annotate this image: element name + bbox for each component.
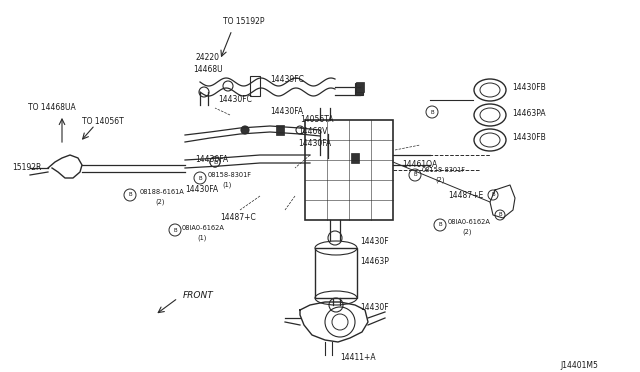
Text: B: B: [413, 173, 417, 177]
Text: 08158-8301F: 08158-8301F: [208, 172, 252, 178]
Text: (2): (2): [155, 199, 164, 205]
Text: 14430F: 14430F: [360, 304, 388, 312]
Circle shape: [124, 189, 136, 201]
Text: (1): (1): [197, 235, 206, 241]
Text: 14430FB: 14430FB: [512, 134, 546, 142]
Text: B: B: [213, 160, 217, 164]
Text: TO 14468UA: TO 14468UA: [28, 103, 76, 112]
Text: 14430FA: 14430FA: [185, 186, 218, 195]
Text: 14430FC: 14430FC: [218, 96, 252, 105]
Circle shape: [434, 219, 446, 231]
Circle shape: [194, 172, 206, 184]
Text: 14439FC: 14439FC: [270, 76, 304, 84]
Bar: [276, 125, 284, 135]
Circle shape: [241, 126, 249, 134]
Text: 14056TA: 14056TA: [300, 115, 333, 125]
Text: B: B: [173, 228, 177, 232]
Text: B: B: [491, 192, 495, 198]
Text: FRONT: FRONT: [183, 292, 214, 301]
Text: 14463PA: 14463PA: [512, 109, 546, 118]
Text: 14487+E: 14487+E: [448, 190, 483, 199]
Text: 14487+C: 14487+C: [220, 214, 256, 222]
Bar: [250, 76, 260, 96]
Text: 14468V: 14468V: [298, 128, 328, 137]
Text: (1): (1): [222, 182, 232, 188]
Text: 14463P: 14463P: [360, 257, 389, 266]
Text: B: B: [438, 222, 442, 228]
Circle shape: [409, 169, 421, 181]
Text: 14430FB: 14430FB: [512, 83, 546, 93]
Text: B: B: [198, 176, 202, 180]
Circle shape: [488, 190, 498, 200]
Text: B: B: [430, 109, 434, 115]
Text: 14430F: 14430F: [360, 237, 388, 247]
Text: (2): (2): [462, 229, 472, 235]
Text: 14430FA: 14430FA: [195, 155, 228, 164]
Text: 08IA0-6162A: 08IA0-6162A: [182, 225, 225, 231]
Text: (2): (2): [435, 177, 445, 183]
Bar: [315, 248, 357, 298]
Text: TO 14056T: TO 14056T: [82, 118, 124, 126]
Bar: [351, 153, 359, 163]
Circle shape: [210, 157, 220, 167]
Text: J14401M5: J14401M5: [560, 360, 598, 369]
Bar: [355, 83, 363, 95]
Bar: [356, 82, 364, 92]
Text: 15192R: 15192R: [12, 164, 42, 173]
Text: 14411+A: 14411+A: [340, 353, 376, 362]
Text: 08188-6161A: 08188-6161A: [140, 189, 185, 195]
Circle shape: [426, 106, 438, 118]
Circle shape: [495, 210, 505, 220]
Text: 14461QA: 14461QA: [402, 160, 437, 170]
Text: B: B: [498, 212, 502, 218]
Text: TO 15192P: TO 15192P: [223, 17, 264, 26]
Text: 08158-8301F: 08158-8301F: [422, 167, 466, 173]
Text: 14430FA: 14430FA: [270, 108, 303, 116]
Text: B: B: [128, 192, 132, 198]
Text: 08IA0-6162A: 08IA0-6162A: [448, 219, 491, 225]
Text: 14468U: 14468U: [193, 65, 223, 74]
Circle shape: [169, 224, 181, 236]
Bar: [305, 120, 393, 220]
Text: 14430FA: 14430FA: [298, 138, 331, 148]
Text: 24220: 24220: [195, 54, 219, 62]
